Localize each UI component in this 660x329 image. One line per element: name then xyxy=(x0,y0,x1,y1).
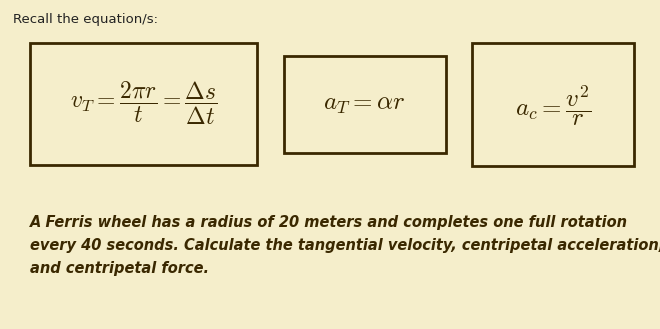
Text: $a_{c}=\dfrac{v^{2}}{r}$: $a_{c}=\dfrac{v^{2}}{r}$ xyxy=(515,84,591,128)
Text: $v_{T}=\dfrac{2\pi r}{t}=\dfrac{\Delta s}{\Delta t}$: $v_{T}=\dfrac{2\pi r}{t}=\dfrac{\Delta s… xyxy=(70,80,218,127)
Text: A Ferris wheel has a radius of 20 meters and completes one full rotation
every 4: A Ferris wheel has a radius of 20 meters… xyxy=(30,215,660,276)
Text: $a_{T} = \alpha r$: $a_{T} = \alpha r$ xyxy=(323,92,405,116)
Text: Recall the equation/s:: Recall the equation/s: xyxy=(13,13,158,26)
